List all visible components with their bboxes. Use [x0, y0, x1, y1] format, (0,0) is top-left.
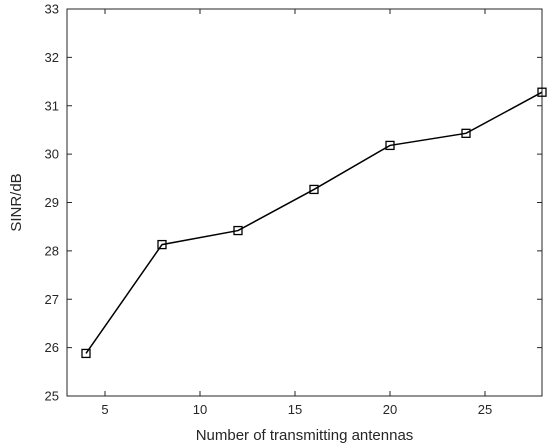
x-tick-label: 5: [101, 402, 108, 417]
y-tick-label: 26: [45, 340, 59, 355]
data-point-marker: [157, 239, 167, 250]
data-point-marker: [81, 348, 91, 359]
data-point-marker: [385, 140, 395, 151]
x-tick-label: 20: [383, 402, 397, 417]
y-axis-ticks: 25 26 27 28 29 30 31 32 33: [45, 2, 542, 404]
y-tick-label: 28: [45, 243, 59, 258]
data-point-marker: [309, 184, 319, 195]
x-tick-label: 25: [478, 402, 492, 417]
data-point-marker: [233, 225, 243, 236]
y-tick-label: 29: [45, 195, 59, 210]
series-group: [81, 87, 547, 359]
data-point-marker: [461, 128, 471, 138]
y-tick-label: 30: [45, 147, 59, 162]
y-tick-label: 31: [45, 98, 59, 113]
x-tick-label: 10: [193, 402, 207, 417]
x-tick-label: 15: [288, 402, 302, 417]
y-axis-label: SINR/dB: [8, 173, 25, 231]
y-tick-label: 27: [45, 292, 59, 307]
data-point-marker: [537, 87, 547, 97]
y-tick-label: 25: [45, 389, 59, 404]
x-axis-ticks: 5 10 15 20 25: [101, 9, 492, 417]
y-tick-label: 32: [45, 50, 59, 65]
x-axis-label: Number of transmitting antennas: [196, 427, 414, 444]
y-tick-label: 33: [45, 2, 59, 17]
series-line: [85, 91, 543, 354]
